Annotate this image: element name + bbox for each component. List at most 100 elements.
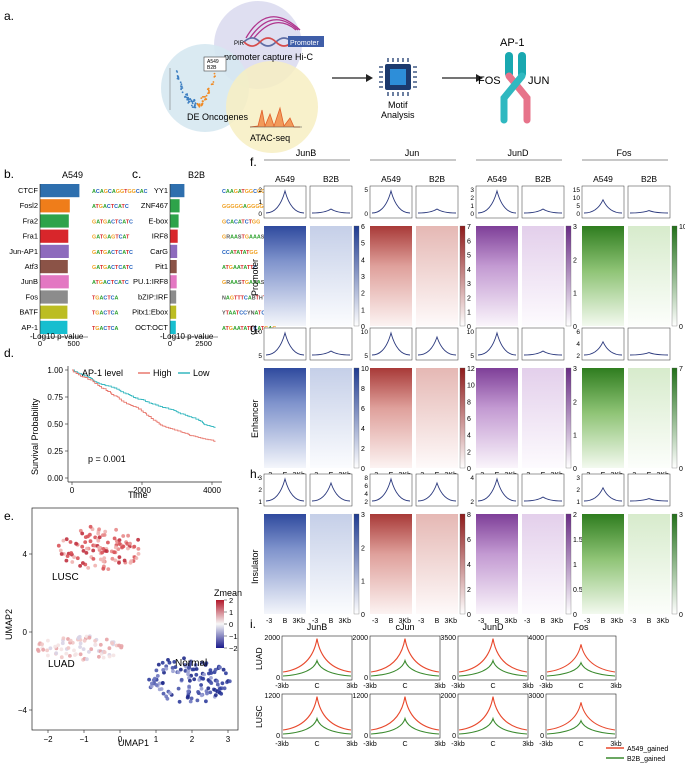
volcano-point — [201, 102, 204, 105]
zmean-tick-label: −1 — [229, 632, 238, 641]
umap-plot: −2 −1 0 1 2 3 4 0 −4 — [18, 507, 239, 744]
umap-point-lusc — [64, 537, 69, 542]
volcano-point — [201, 100, 204, 102]
de-label: DE Oncogenes — [187, 112, 249, 122]
motif-bar — [40, 290, 68, 304]
profile-ymin: 0 — [364, 675, 368, 682]
heat-center-label: B — [647, 618, 652, 625]
profile-b2b — [282, 716, 352, 735]
heatmap-block — [370, 514, 412, 614]
motif-bar — [170, 229, 178, 243]
heat-center-label: B — [601, 618, 606, 625]
colorbar-tick-label: 2 — [467, 587, 471, 594]
volcano-point — [201, 96, 204, 98]
region-label: Insulator — [250, 549, 260, 584]
profile-xtick: C — [578, 741, 583, 748]
heatmap-block — [522, 226, 564, 326]
umap-point-luad — [46, 653, 50, 658]
heat-xtick: -3 — [630, 618, 636, 625]
heat-center-label: B — [283, 618, 288, 625]
panel-b: b. A549 CTCF ACAGCAGGTGGCAC Fosl2 ATGACTCAT… — [4, 167, 148, 348]
umap-point-normal — [200, 676, 205, 681]
volcano-point — [187, 97, 189, 100]
umap-point-normal — [164, 666, 169, 671]
heat-colorbar — [671, 367, 678, 469]
umap-point-lusc — [93, 563, 98, 568]
profile-xtick: -3kb — [275, 741, 289, 748]
umap-point-luad — [93, 642, 98, 647]
heat-center-label: B — [541, 618, 546, 625]
heat-xtick: -3 — [584, 618, 590, 625]
umap-point-lusc — [136, 537, 141, 542]
profile-b2b — [458, 658, 528, 677]
colorbar-tick-label: 2 — [573, 512, 577, 519]
umap-point-lusc — [117, 541, 122, 546]
profile-xtick: 3kb — [346, 741, 357, 748]
umap-point-normal — [183, 669, 188, 673]
umap-point-luad — [87, 635, 92, 640]
umap-point-luad — [54, 651, 59, 656]
umap-point-normal — [172, 660, 177, 664]
panel-e: e. −2 −1 0 1 2 3 4 0 −4 UMAP1 UMAP2 LUSC LUAD No… — [4, 507, 242, 748]
motif-name: Pitx1:Ebox — [132, 308, 168, 317]
umap-point-lusc — [81, 561, 85, 565]
umap-point-luad — [64, 651, 69, 656]
volcano-point — [206, 88, 209, 91]
profile-ymin: 0 — [540, 675, 544, 682]
profile-a549 — [546, 644, 616, 673]
profile-a549 — [458, 638, 528, 673]
profile-xtick: -3kb — [363, 741, 377, 748]
colorbar-tick-label: 0 — [679, 612, 683, 619]
colorbar-tick-label: 1 — [467, 310, 471, 317]
motif-logo: CCATATATGG — [222, 250, 258, 256]
profile-tick-label: 10 — [361, 329, 369, 336]
panel-label-f: f. — [250, 155, 257, 169]
umap-point-lusc — [78, 564, 82, 568]
umap-point-lusc — [91, 548, 96, 553]
factor-title: Jun — [405, 148, 420, 158]
motif-name: YY1 — [154, 186, 168, 195]
profile-ymax: 1200 — [352, 693, 368, 700]
umap-point-normal — [215, 682, 220, 687]
heatmap-block — [264, 226, 306, 326]
profile-tick-label: 3 — [470, 187, 474, 194]
profile-box — [281, 635, 353, 681]
umap-point-lusc — [97, 535, 102, 540]
profile-curve — [311, 350, 351, 356]
motif-bar — [40, 199, 70, 213]
profile-ymax: 2000 — [264, 635, 280, 642]
colorbar-tick-label: 0 — [467, 324, 471, 331]
umap-point-normal — [209, 671, 214, 675]
colorbar-tick-label: 4 — [361, 426, 365, 433]
umap-point-normal — [171, 669, 175, 674]
profile-tick-label: 6 — [364, 483, 368, 490]
heatmap-block — [416, 368, 458, 468]
umap-point-lusc — [112, 550, 117, 555]
umap-point-lusc — [117, 538, 122, 542]
umap-point-normal — [187, 676, 191, 680]
profile-b2b — [370, 716, 440, 735]
profile-tick-label: 3 — [576, 475, 580, 482]
motif-name: Jun-AP1 — [9, 247, 38, 256]
umap-point-lusc — [64, 558, 69, 563]
umap-point-normal — [193, 663, 198, 667]
volcano-point — [180, 87, 183, 89]
colorbar-tick-label: 5 — [467, 253, 471, 260]
arrow-2-head — [476, 74, 483, 82]
umap-point-normal — [197, 678, 202, 682]
heat-colorbar — [353, 513, 360, 615]
panel-c-title: B2B — [188, 170, 205, 180]
profile-b2b — [546, 719, 616, 735]
colorbar-tick-label: 1 — [573, 433, 577, 440]
heat-xtick: -3 — [418, 618, 424, 625]
motif-bar — [170, 275, 177, 289]
umap-point-lusc — [59, 552, 64, 556]
umap-point-lusc — [117, 560, 121, 565]
survival-ytick-label: 0.50 — [47, 420, 63, 429]
profile-tick-label: 1 — [576, 499, 580, 506]
umap-point-normal — [156, 662, 161, 667]
profile-a549 — [282, 696, 352, 731]
umap-point-luad — [53, 644, 58, 649]
